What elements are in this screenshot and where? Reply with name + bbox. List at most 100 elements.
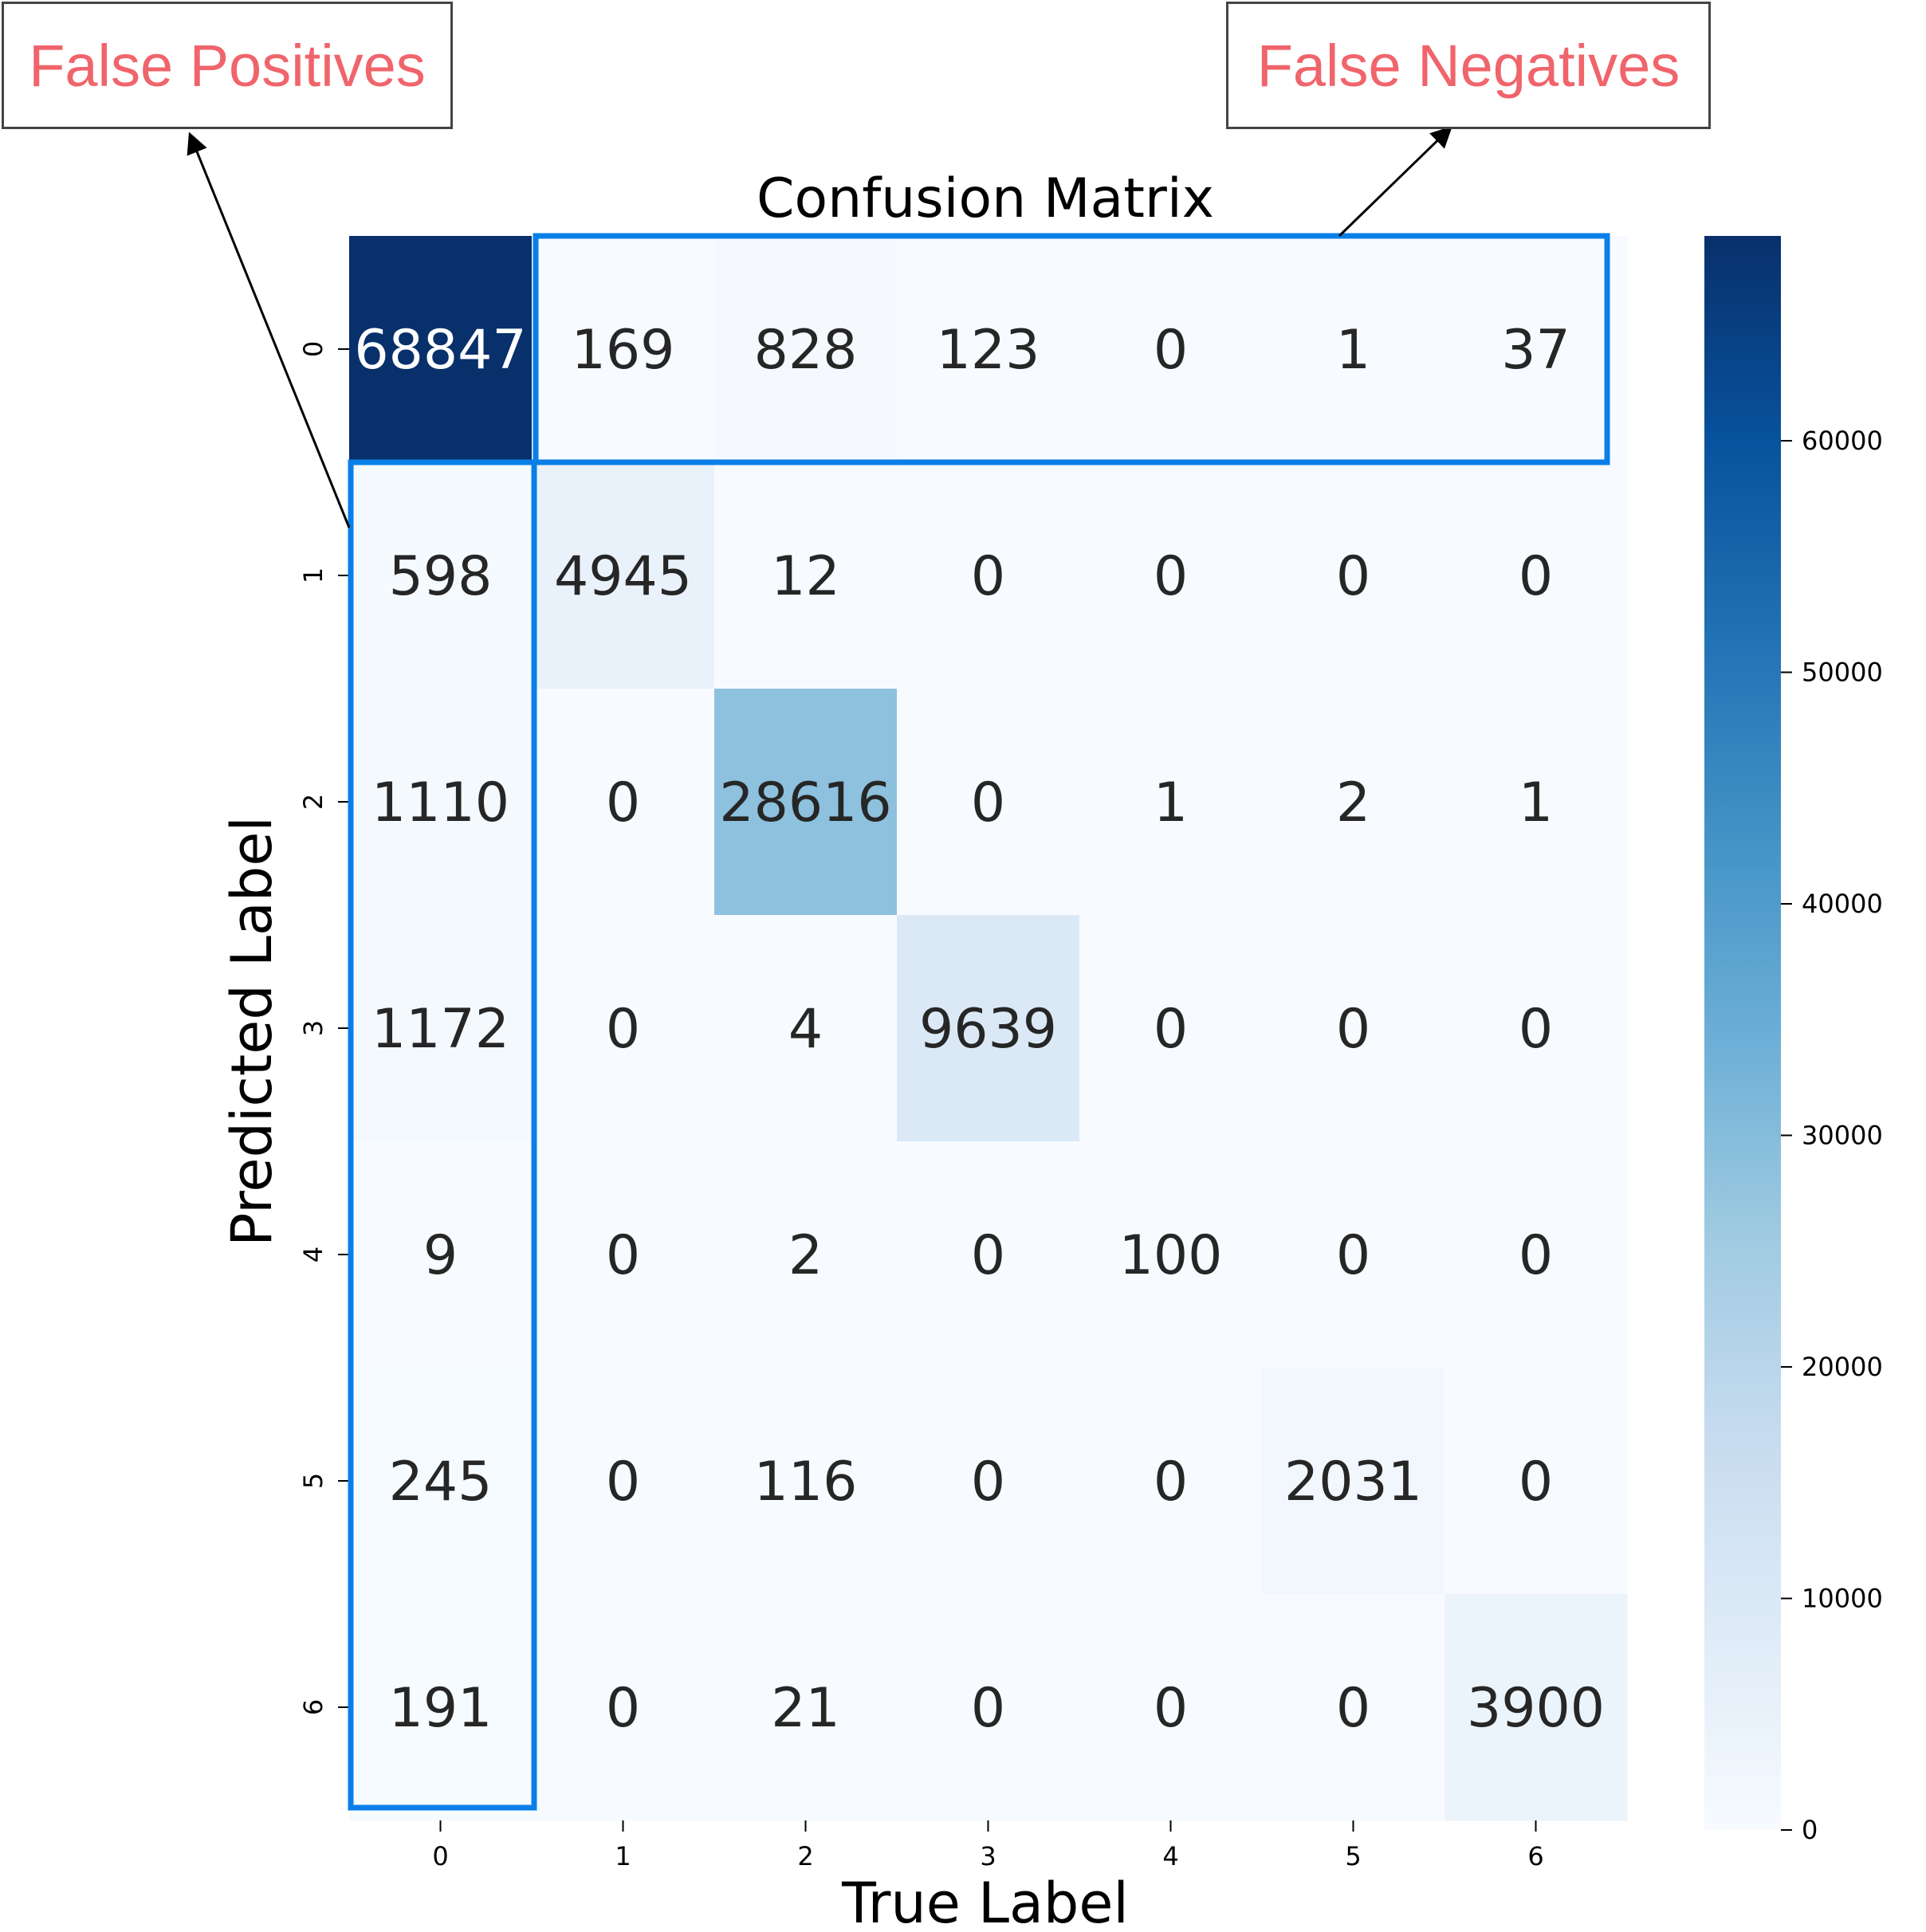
x-axis-ticks: 0 1 2 3 4 5 6 (432, 1820, 1544, 1871)
heatmap-cell-r3-c2 (714, 915, 898, 1142)
colorbar: 0 10000 20000 30000 40000 50000 60000 (1704, 236, 1883, 1845)
heatmap-cell-r5-c3 (897, 1368, 1080, 1595)
heatmap-cell-r3-c3 (897, 915, 1080, 1142)
colorbar-tick-label-40000: 40000 (1802, 889, 1883, 919)
heatmap-cell-r1-c2 (714, 462, 898, 689)
cell-value-r5-c2: 116 (754, 1451, 858, 1514)
heatmap-cell-r4-c1 (532, 1141, 715, 1368)
cell-value-r2-c4: 1 (1154, 772, 1188, 834)
colorbar-gradient (1704, 236, 1781, 1830)
heatmap-cell-r2-c5 (1262, 689, 1445, 916)
false-positives-callout: False Positives (2, 2, 453, 129)
heatmap-cell-r2-c3 (897, 689, 1080, 916)
heatmap-cell-r4-c4 (1079, 1141, 1263, 1368)
cell-value-r2-c2: 28616 (719, 772, 891, 834)
heatmap-cell-r0-c1 (532, 236, 715, 463)
heatmap-cell-r6-c1 (532, 1594, 715, 1821)
heatmap-cell-r1-c4 (1079, 462, 1263, 689)
x-tick-label-1: 1 (615, 1841, 631, 1871)
cell-value-r5-c1: 0 (606, 1451, 640, 1514)
y-tick-label-6: 6 (298, 1699, 328, 1715)
cell-value-r1-c6: 0 (1519, 545, 1553, 608)
false-positives-arrow (187, 132, 351, 528)
heatmap-cell-r4-c0 (349, 1141, 533, 1368)
heatmap-cell-r3-c4 (1079, 915, 1263, 1142)
cell-value-r2-c1: 0 (606, 772, 640, 834)
cell-value-r5-c0: 245 (389, 1451, 493, 1514)
colorbar-tick-label-10000: 10000 (1802, 1584, 1883, 1614)
y-axis-label: Predicted Label (219, 816, 285, 1247)
false-negatives-arrow (1338, 126, 1452, 238)
heatmap-cell-r1-c1 (532, 462, 715, 689)
cell-value-r0-c5: 1 (1336, 319, 1370, 382)
cell-value-r4-c6: 0 (1519, 1224, 1553, 1287)
cell-value-r4-c4: 100 (1119, 1224, 1223, 1287)
y-tick-label-5: 5 (298, 1473, 328, 1489)
cell-value-r2-c6: 1 (1519, 772, 1553, 834)
cell-value-r3-c6: 0 (1519, 998, 1553, 1061)
cell-value-r3-c2: 4 (788, 998, 823, 1061)
heatmap-cell-r2-c2 (714, 689, 898, 916)
heatmap-cell-r0-c2 (714, 236, 898, 463)
y-tick-label-1: 1 (298, 567, 328, 583)
heatmap-cell-r0-c3 (897, 236, 1080, 463)
heatmap-cell-r3-c1 (532, 915, 715, 1142)
colorbar-tick-label-20000: 20000 (1802, 1352, 1883, 1382)
heatmap-cell-r2-c0 (349, 689, 533, 916)
cell-value-r0-c4: 0 (1154, 319, 1188, 382)
heatmap-cell-r6-c6 (1444, 1594, 1628, 1821)
heatmap-cell-r4-c2 (714, 1141, 898, 1368)
cell-value-r3-c1: 0 (606, 998, 640, 1061)
heatmap-cell-r2-c1 (532, 689, 715, 916)
colorbar-tick-label-30000: 30000 (1802, 1121, 1883, 1151)
cell-value-r6-c6: 3900 (1467, 1677, 1605, 1740)
y-tick-label-4: 4 (298, 1247, 328, 1262)
cell-value-r6-c1: 0 (606, 1677, 640, 1740)
cell-value-r1-c5: 0 (1336, 545, 1370, 608)
cell-value-r3-c5: 0 (1336, 998, 1370, 1061)
cell-value-r1-c4: 0 (1154, 545, 1188, 608)
heatmap-cell-r6-c5 (1262, 1594, 1445, 1821)
heatmap-cell-r4-c5 (1262, 1141, 1445, 1368)
false-negatives-label: False Negatives (1256, 32, 1680, 99)
cell-value-r6-c5: 0 (1336, 1677, 1370, 1740)
colorbar-tick-label-0: 0 (1802, 1815, 1818, 1845)
heatmap-cell-r6-c4 (1079, 1594, 1263, 1821)
cell-value-r1-c0: 598 (389, 545, 493, 608)
heatmap-cell-r5-c6 (1444, 1368, 1628, 1595)
heatmap-cell-r0-c5 (1262, 236, 1445, 463)
y-tick-label-2: 2 (298, 794, 328, 810)
cell-value-r6-c4: 0 (1154, 1677, 1188, 1740)
x-tick-label-6: 6 (1527, 1841, 1543, 1871)
x-tick-label-0: 0 (432, 1841, 448, 1871)
heatmap-cell-r3-c6 (1444, 915, 1628, 1142)
heatmap-cell-r2-c4 (1079, 689, 1263, 916)
cell-value-r5-c5: 2031 (1284, 1451, 1422, 1514)
cell-value-r4-c0: 9 (423, 1224, 458, 1287)
cell-value-r0-c6: 37 (1501, 319, 1570, 382)
cell-value-r4-c1: 0 (606, 1224, 640, 1287)
cell-value-r2-c5: 2 (1336, 772, 1370, 834)
heatmap-cell-r5-c2 (714, 1368, 898, 1595)
heatmap-cell-r5-c0 (349, 1368, 533, 1595)
heatmap-cells (349, 236, 1628, 1821)
cell-value-r2-c0: 1110 (371, 772, 509, 834)
cell-value-r0-c1: 169 (572, 319, 675, 382)
chart-title: Confusion Matrix (757, 167, 1214, 230)
false-negatives-highlight (533, 233, 1610, 465)
colorbar-ticks: 0 10000 20000 30000 40000 50000 60000 (1781, 426, 1883, 1845)
x-tick-label-2: 2 (797, 1841, 813, 1871)
cell-value-r4-c3: 0 (971, 1224, 1005, 1287)
cell-value-r0-c2: 828 (754, 319, 858, 382)
cell-value-r6-c0: 191 (389, 1677, 493, 1740)
x-tick-label-5: 5 (1345, 1841, 1361, 1871)
x-tick-label-3: 3 (980, 1841, 996, 1871)
heatmap-cell-r1-c6 (1444, 462, 1628, 689)
heatmap-cell-r1-c0 (349, 462, 533, 689)
heatmap-cell-r0-c6 (1444, 236, 1628, 463)
false-positives-label: False Positives (29, 32, 426, 99)
cell-value-r4-c5: 0 (1336, 1224, 1370, 1287)
x-tick-label-4: 4 (1162, 1841, 1178, 1871)
